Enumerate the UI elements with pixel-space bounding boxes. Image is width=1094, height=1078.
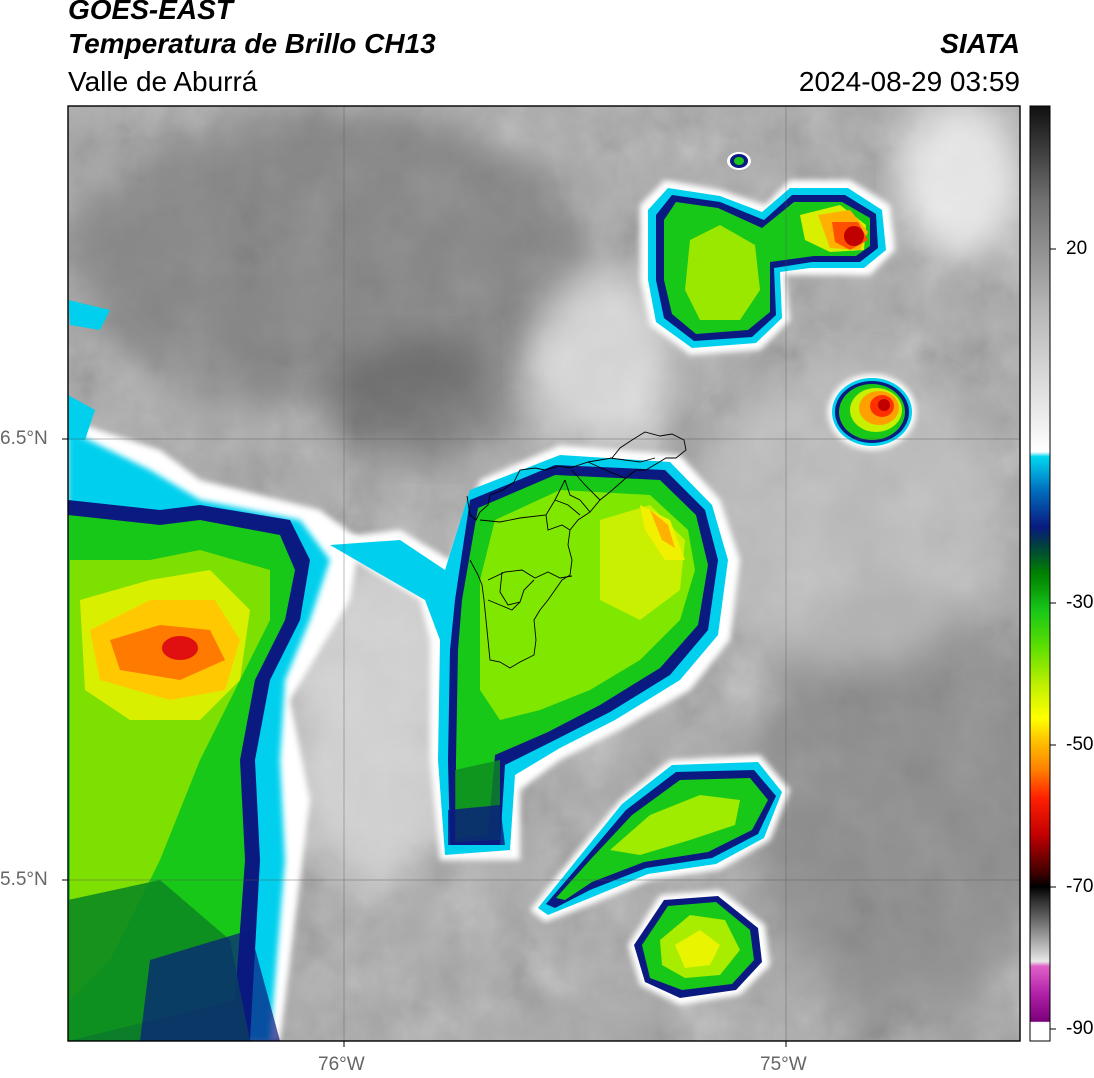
cloud-west (68, 300, 360, 1041)
cloud-central (320, 445, 740, 860)
cloud-northeast (640, 152, 916, 450)
map-frame (67, 105, 1021, 1042)
lon-label-76w: 76°W (318, 1054, 365, 1075)
satellite-title: GOES-EAST (68, 0, 233, 25)
colorbar-tick-minus70: -70 (1066, 876, 1094, 897)
gridlines (68, 106, 1020, 1041)
region-label: Valle de Aburrá (68, 66, 258, 97)
map-area (68, 106, 1020, 1041)
colorbar-tick-minus50: -50 (1066, 734, 1094, 755)
colorbar-tick-minus90: -90 (1066, 1018, 1094, 1039)
axis-ticks (62, 438, 787, 1047)
cloud-southeast (530, 755, 790, 1005)
lon-label-75w: 75°W (760, 1054, 807, 1075)
lat-label-5-5: 5.5°N (0, 869, 48, 890)
municipal-boundaries (466, 431, 687, 669)
lat-label-6-5: 6.5°N (0, 428, 48, 449)
datetime-label: 2024-08-29 03:59 (798, 66, 1020, 97)
colorbar-tick-minus30: -30 (1066, 592, 1094, 613)
agency-label: SIATA (940, 28, 1020, 59)
colorbar-tick-20: 20 (1066, 238, 1088, 259)
colorbar (1029, 105, 1056, 1042)
product-title: Temperatura de Brillo CH13 (68, 28, 436, 59)
